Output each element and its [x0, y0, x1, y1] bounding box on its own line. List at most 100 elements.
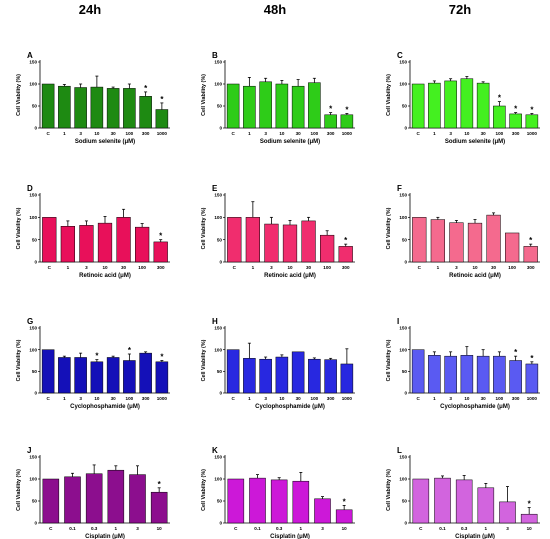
y-tick-label-d-150: 150	[29, 193, 37, 198]
x-tick-label-j-0: C	[49, 526, 53, 531]
x-tick-label-h-1: 1	[248, 396, 251, 401]
bar-l-0	[412, 478, 430, 524]
bar-g-7	[155, 361, 169, 394]
y-tick-label-e-0: 0	[219, 260, 222, 265]
x-tick-label-l-2: 0.3	[461, 526, 468, 531]
significance-marker-c-6: *	[514, 105, 518, 114]
y-tick-label-c-100: 100	[399, 82, 407, 87]
y-tick-label-f-50: 50	[402, 237, 408, 242]
x-tick-label-i-1: 1	[433, 396, 436, 401]
panel-h: H Cell Viability (%) 0 50 100 150 C 1 3 10 30 100 30…	[201, 317, 355, 410]
x-tick-label-j-3: 1	[115, 526, 118, 531]
x-tick-label-l-3: 1	[485, 526, 488, 531]
bar-c-4	[476, 82, 490, 129]
bar-h-0	[226, 349, 240, 394]
y-axis-label-b: Cell Viability (%)	[201, 74, 207, 116]
x-tick-label-b-0: C	[231, 131, 235, 136]
panel-b: B Cell Viability (%) 0 50 100 150 C 1 3 10 30 100 * 3…	[201, 51, 355, 145]
bar-a-5	[123, 88, 136, 129]
bar-l-3	[477, 487, 495, 524]
x-tick-label-k-2: 0.3	[276, 526, 283, 531]
bar-a-1	[58, 85, 71, 129]
x-tick-label-i-6: 300	[512, 396, 520, 401]
bar-l-2	[455, 479, 473, 524]
x-tick-label-j-1: 0.1	[69, 526, 76, 531]
x-tick-label-h-4: 30	[296, 396, 302, 401]
bar-g-2	[74, 357, 87, 394]
bar-g-4	[106, 357, 120, 394]
x-tick-label-i-5: 100	[496, 396, 504, 401]
significance-marker-e-6: *	[344, 236, 348, 245]
x-tick-label-a-4: 30	[111, 131, 117, 136]
y-tick-label-a-150: 150	[29, 60, 37, 65]
y-tick-label-l-150: 150	[399, 455, 407, 460]
bar-d-0	[42, 217, 57, 263]
x-axis-label-g: Cyclophosphamide (μM)	[70, 404, 140, 410]
panel-letter-b: B	[212, 51, 218, 60]
significance-marker-g-7: *	[160, 353, 164, 362]
bar-h-5	[308, 358, 321, 394]
panel-a: A Cell Viability (%) 0 50 100 150 C 1 3 10 30 100 * 3…	[16, 51, 170, 145]
bar-j-4	[129, 474, 146, 524]
y-tick-label-e-50: 50	[217, 237, 223, 242]
x-tick-label-e-1: 1	[252, 265, 255, 270]
x-axis-label-d: Retinoic acid (μM)	[79, 273, 131, 279]
x-tick-label-d-6: 300	[157, 265, 165, 270]
y-tick-label-g-150: 150	[29, 326, 37, 331]
bar-l-1	[434, 477, 451, 524]
x-tick-label-d-3: 10	[102, 265, 108, 270]
significance-marker-f-6: *	[529, 236, 533, 245]
panel-letter-c: C	[397, 51, 403, 60]
x-axis-label-c: Sodium selenite (μM)	[445, 139, 505, 145]
y-tick-label-i-100: 100	[399, 347, 407, 352]
x-tick-label-a-3: 10	[94, 131, 100, 136]
y-tick-label-h-0: 0	[219, 391, 222, 396]
x-tick-label-i-7: 1000	[527, 396, 538, 401]
x-tick-label-k-5: 10	[342, 526, 348, 531]
x-tick-label-g-3: 10	[94, 396, 100, 401]
bar-a-3	[90, 86, 104, 129]
x-axis-label-j: Cisplatin (μM)	[85, 534, 125, 539]
bar-j-1	[64, 476, 81, 524]
x-tick-label-g-7: 1000	[157, 396, 168, 401]
bar-b-7	[340, 114, 354, 129]
panel-e: E Cell Viability (%) 0 50 100 150 C 1 3 10 30 100 * 3…	[201, 184, 355, 279]
x-tick-label-b-7: 1000	[342, 131, 353, 136]
significance-marker-i-7: *	[530, 354, 534, 363]
x-tick-label-c-4: 30	[481, 131, 487, 136]
y-tick-label-j-50: 50	[32, 499, 38, 504]
y-tick-label-f-100: 100	[399, 215, 407, 220]
y-tick-label-b-50: 50	[217, 104, 223, 109]
y-axis-label-g: Cell Viability (%)	[16, 339, 22, 381]
y-tick-label-b-150: 150	[214, 60, 222, 65]
x-tick-label-g-2: 3	[79, 396, 82, 401]
y-tick-label-a-50: 50	[32, 104, 38, 109]
y-tick-label-g-0: 0	[34, 391, 37, 396]
panel-f: F Cell Viability (%) 0 50 100 150 C 1 3 10 30 100 * 3…	[386, 184, 540, 279]
bar-b-6	[324, 114, 337, 129]
y-tick-label-j-0: 0	[34, 521, 37, 526]
y-tick-label-f-150: 150	[399, 193, 407, 198]
x-tick-label-i-2: 3	[449, 396, 452, 401]
y-tick-label-l-100: 100	[399, 477, 407, 482]
x-tick-label-c-3: 10	[464, 131, 470, 136]
panel-letter-g: G	[27, 317, 33, 326]
bar-j-3	[107, 469, 125, 524]
x-tick-label-j-4: 3	[136, 526, 139, 531]
significance-marker-l-5: *	[528, 500, 532, 509]
x-tick-label-f-6: 300	[527, 265, 535, 270]
x-tick-label-a-0: C	[46, 131, 50, 136]
x-tick-label-a-2: 3	[79, 131, 82, 136]
x-tick-label-f-5: 100	[508, 265, 516, 270]
significance-marker-g-3: *	[95, 352, 99, 361]
x-tick-label-f-2: 3	[455, 265, 458, 270]
x-tick-label-b-3: 10	[279, 131, 285, 136]
y-tick-label-d-0: 0	[34, 260, 37, 265]
x-tick-label-c-0: C	[416, 131, 420, 136]
bar-d-2	[79, 225, 94, 263]
bar-e-4	[301, 220, 316, 263]
bar-k-3	[292, 480, 310, 524]
x-tick-label-f-3: 10	[472, 265, 478, 270]
